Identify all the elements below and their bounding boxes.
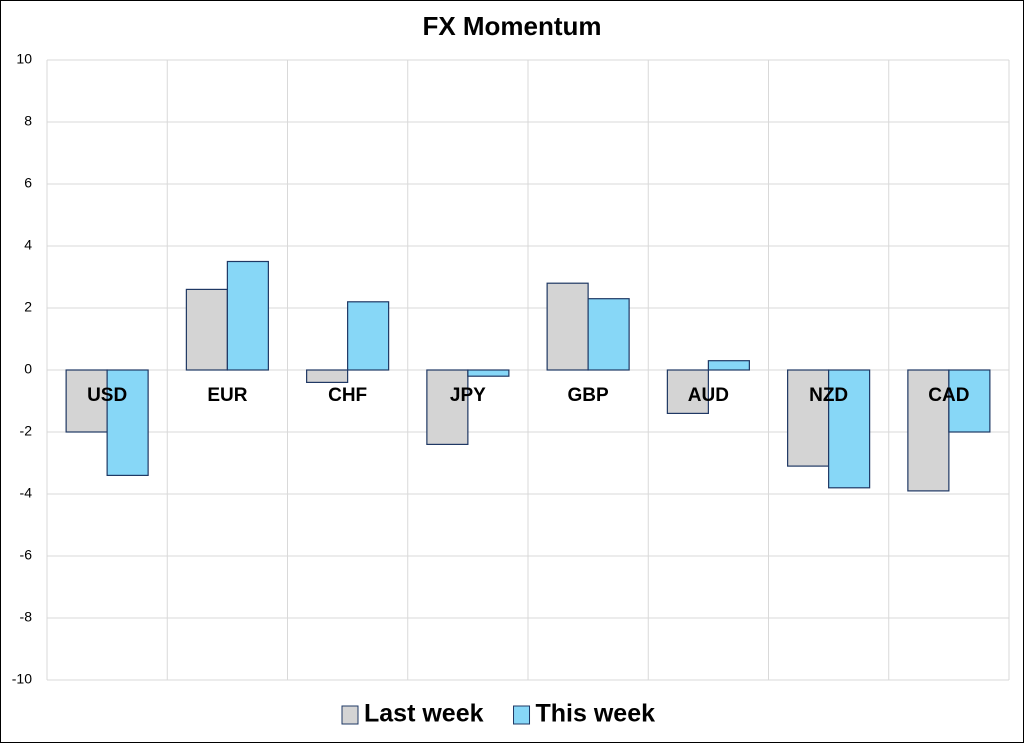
y-tick-label: 2 (24, 299, 32, 315)
bar (666, 369, 709, 415)
bar (347, 301, 390, 371)
y-tick-label: 6 (24, 175, 32, 191)
bar (467, 369, 510, 377)
bar (106, 369, 149, 477)
y-tick-label: -10 (12, 671, 32, 687)
x-tick-label: USD (87, 385, 127, 406)
y-tick-label: -6 (20, 547, 33, 563)
bar (306, 369, 349, 383)
x-tick-label: CHF (328, 385, 367, 406)
x-tick-label: NZD (809, 385, 848, 406)
legend-label: This week (536, 700, 656, 728)
y-tick-label: -8 (20, 609, 33, 625)
bar (546, 282, 589, 371)
x-tick-label: AUD (688, 385, 729, 406)
y-tick-label: 8 (24, 113, 32, 129)
bar (65, 369, 108, 433)
legend-label: Last week (364, 700, 484, 728)
bar (948, 369, 991, 433)
bar (226, 260, 269, 371)
bar (426, 369, 469, 446)
x-tick-label: CAD (928, 385, 969, 406)
bar (707, 360, 750, 371)
legend-swatch (341, 705, 359, 725)
x-tick-label: GBP (568, 385, 610, 406)
y-tick-label: 10 (16, 51, 32, 67)
bar (587, 298, 630, 371)
y-tick-label: 0 (24, 361, 32, 377)
y-tick-label: -2 (20, 423, 33, 439)
y-tick-label: -4 (20, 485, 33, 501)
legend-swatch (513, 705, 531, 725)
x-tick-label: EUR (207, 385, 247, 406)
y-tick-label: 4 (24, 237, 32, 253)
bar (185, 288, 228, 371)
bar (828, 369, 871, 489)
chart-title: FX Momentum (422, 11, 601, 41)
x-tick-label: JPY (450, 385, 486, 406)
